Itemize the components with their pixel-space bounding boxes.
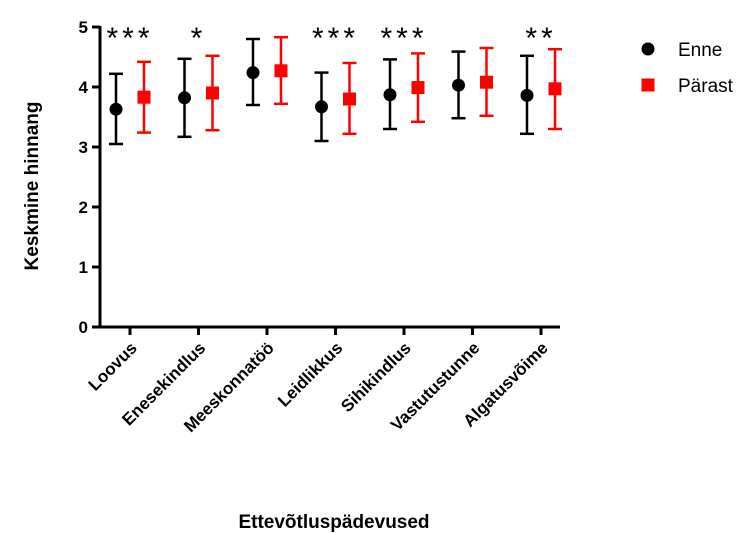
data-point: [109, 102, 123, 116]
y-tick-label: 3: [79, 138, 88, 157]
legend-label: Enne: [678, 40, 722, 61]
data-point: [343, 92, 356, 106]
legend-marker: [641, 78, 655, 92]
y-axis-title: Keskmine hinnang: [22, 102, 43, 271]
x-axis: LoovusEnesekindlusMeeskonnatööLeidlikkus…: [85, 325, 560, 436]
significance-marker: ***: [106, 22, 153, 55]
significance-layer: *** * *** *** **: [106, 22, 556, 55]
data-point: [480, 75, 493, 89]
data-point: [452, 78, 465, 92]
data-point: [548, 82, 562, 96]
y-axis: 0 1 2 3 4 5: [79, 18, 102, 337]
series-enne: [109, 37, 534, 146]
significance-marker: *: [191, 22, 207, 55]
x-axis-title: Ettevõtluspädevused: [238, 512, 429, 533]
data-point: [246, 66, 260, 80]
legend-marker: [641, 42, 655, 56]
data-point: [315, 100, 328, 114]
legend: Enne Pärast: [641, 40, 734, 97]
y-tick-label: 1: [79, 258, 88, 277]
series-parast: [137, 35, 562, 136]
data-point: [411, 81, 425, 95]
significance-marker: ***: [312, 22, 359, 55]
x-tick-label: Loovus: [85, 338, 141, 394]
legend-item: Pärast: [641, 76, 734, 97]
y-tick-label: 5: [79, 18, 88, 37]
legend-item: Enne: [641, 40, 722, 61]
significance-marker: ***: [380, 22, 427, 55]
y-tick-label: 0: [79, 318, 88, 337]
significance-marker: **: [525, 22, 556, 55]
legend-label: Pärast: [678, 76, 734, 97]
x-tick-label: Leidlikkus: [274, 338, 346, 410]
data-point: [383, 88, 397, 102]
data-point: [137, 90, 151, 104]
y-tick-label: 4: [79, 78, 89, 97]
data-point: [206, 86, 219, 100]
data-point: [274, 64, 288, 78]
series-layer: [109, 35, 562, 146]
y-tick-label: 2: [79, 198, 88, 217]
data-point: [178, 91, 191, 105]
data-point: [520, 88, 534, 102]
